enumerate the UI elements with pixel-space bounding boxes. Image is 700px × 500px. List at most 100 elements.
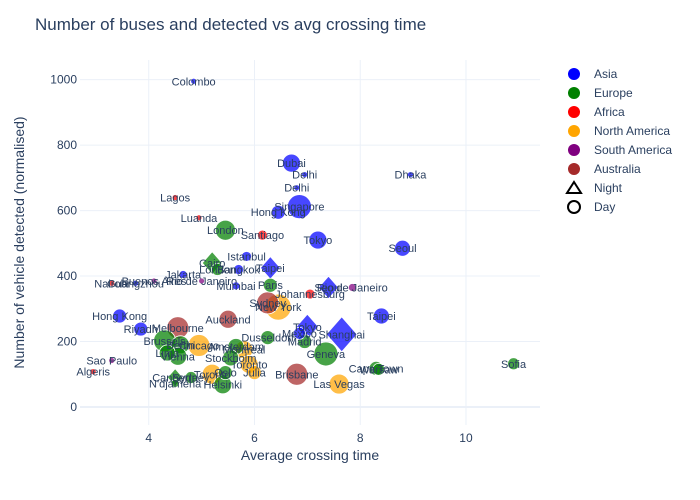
- point-label: Sydney: [173, 373, 210, 385]
- data-point[interactable]: [112, 308, 128, 324]
- data-point[interactable]: [108, 279, 116, 287]
- data-point[interactable]: [231, 281, 241, 291]
- legend-label[interactable]: Asia: [594, 67, 618, 81]
- data-point[interactable]: [158, 344, 176, 362]
- data-point[interactable]: [247, 365, 262, 381]
- data-point[interactable]: [132, 279, 139, 287]
- data-point[interactable]: [184, 371, 198, 384]
- data-point[interactable]: [108, 357, 116, 364]
- point-label: Seoul: [314, 283, 342, 295]
- triangle-icon[interactable]: [565, 180, 583, 194]
- data-point[interactable]: [301, 171, 309, 178]
- legend-label[interactable]: Night: [594, 181, 623, 195]
- point-label: Luanda: [181, 213, 219, 225]
- point-label: Istanbul: [227, 251, 266, 263]
- legend-marker[interactable]: [568, 144, 580, 156]
- data-point[interactable]: [233, 264, 245, 275]
- legend-label[interactable]: Africa: [594, 105, 625, 119]
- legend-marker[interactable]: [568, 87, 580, 99]
- legend-marker[interactable]: [568, 163, 580, 175]
- data-point[interactable]: [507, 357, 520, 371]
- data-point[interactable]: [195, 214, 203, 222]
- data-point[interactable]: [328, 373, 350, 395]
- y-tick-label: 1000: [50, 73, 77, 87]
- point-label: Bangkok: [217, 265, 260, 277]
- point-label: Algeris: [76, 367, 110, 379]
- data-point[interactable]: [293, 184, 301, 192]
- point-label: Taipei: [367, 311, 396, 323]
- point-label: Colombo: [172, 76, 216, 88]
- data-point[interactable]: [178, 270, 188, 279]
- data-point[interactable]: [222, 349, 240, 367]
- data-point[interactable]: [262, 277, 278, 293]
- data-point[interactable]: [293, 326, 306, 340]
- legend-label[interactable]: Europe: [594, 86, 633, 100]
- data-point[interactable]: [260, 330, 276, 345]
- point-label: Shanghai: [318, 329, 365, 341]
- point-label: Las Vegas: [313, 379, 365, 391]
- legend-label[interactable]: South America: [594, 143, 672, 157]
- data-point[interactable]: [170, 379, 180, 388]
- point-label: London: [207, 225, 244, 237]
- point-label: Brisbane: [275, 369, 318, 381]
- point-label: Cairo: [199, 258, 225, 270]
- point-label: Geneva: [307, 349, 346, 361]
- data-point[interactable]: [287, 194, 312, 220]
- legend-marker[interactable]: [568, 125, 580, 137]
- point-label: Buenos Aires: [122, 276, 187, 288]
- data-point[interactable]: [218, 365, 233, 381]
- legend[interactable]: Asia Europe Africa North America South Ameri…: [565, 67, 672, 214]
- data-point[interactable]: [372, 307, 390, 325]
- data-point[interactable]: [150, 277, 158, 285]
- data-point[interactable]: [171, 194, 179, 201]
- data-point[interactable]: [215, 219, 236, 241]
- point-label: Canberra: [152, 373, 199, 385]
- data-point[interactable]: [347, 283, 357, 292]
- x-tick-label: 8: [357, 431, 364, 445]
- data-point[interactable]: [257, 229, 268, 241]
- legend-marker[interactable]: [568, 68, 580, 80]
- data-point[interactable]: [407, 171, 414, 178]
- data-point[interactable]: [198, 277, 206, 285]
- point-label: Vienna: [161, 351, 196, 363]
- point-label: Delhi: [284, 183, 309, 195]
- data-point[interactable]: [282, 153, 301, 173]
- data-point[interactable]: [133, 321, 149, 337]
- legend-label[interactable]: Australia: [594, 162, 641, 176]
- data-point[interactable]: [308, 230, 328, 250]
- data-point[interactable]: [313, 341, 339, 367]
- data-points: [89, 77, 520, 395]
- data-point[interactable]: [394, 239, 411, 257]
- legend-marker[interactable]: [568, 106, 580, 118]
- legend-label[interactable]: Day: [594, 200, 615, 214]
- point-label: Brussels: [144, 336, 187, 348]
- data-point[interactable]: [304, 288, 316, 300]
- point-label: Seoul: [388, 243, 416, 255]
- data-point[interactable]: [270, 204, 286, 220]
- point-label: Sao Paulo: [86, 356, 137, 368]
- point-label: Nairobi: [94, 278, 129, 290]
- data-point[interactable]: [285, 362, 309, 386]
- point-label: Singapore: [274, 202, 324, 214]
- data-point[interactable]: [190, 77, 198, 85]
- data-point[interactable]: [325, 316, 358, 353]
- data-point[interactable]: [241, 251, 252, 262]
- data-point[interactable]: [89, 368, 97, 376]
- point-label: Jakarta: [165, 269, 202, 281]
- data-point[interactable]: [201, 251, 223, 275]
- point-label: Dubai: [277, 158, 306, 170]
- data-point[interactable]: [372, 362, 386, 376]
- data-point[interactable]: [318, 275, 339, 300]
- point-label: Oslo: [214, 368, 237, 380]
- point-label: Delhi: [292, 170, 317, 182]
- circle-icon[interactable]: [567, 200, 581, 214]
- data-point[interactable]: [211, 263, 224, 276]
- legend-label[interactable]: North America: [594, 124, 670, 138]
- tick-labels: 4 6 8 10 0 200 400 600 800 1000: [50, 73, 473, 445]
- data-point[interactable]: [218, 309, 238, 329]
- point-label: Sydney: [249, 298, 286, 310]
- point-label: Madrid: [288, 337, 322, 349]
- point-label: Sofia: [501, 359, 527, 371]
- y-tick-label: 600: [57, 204, 77, 218]
